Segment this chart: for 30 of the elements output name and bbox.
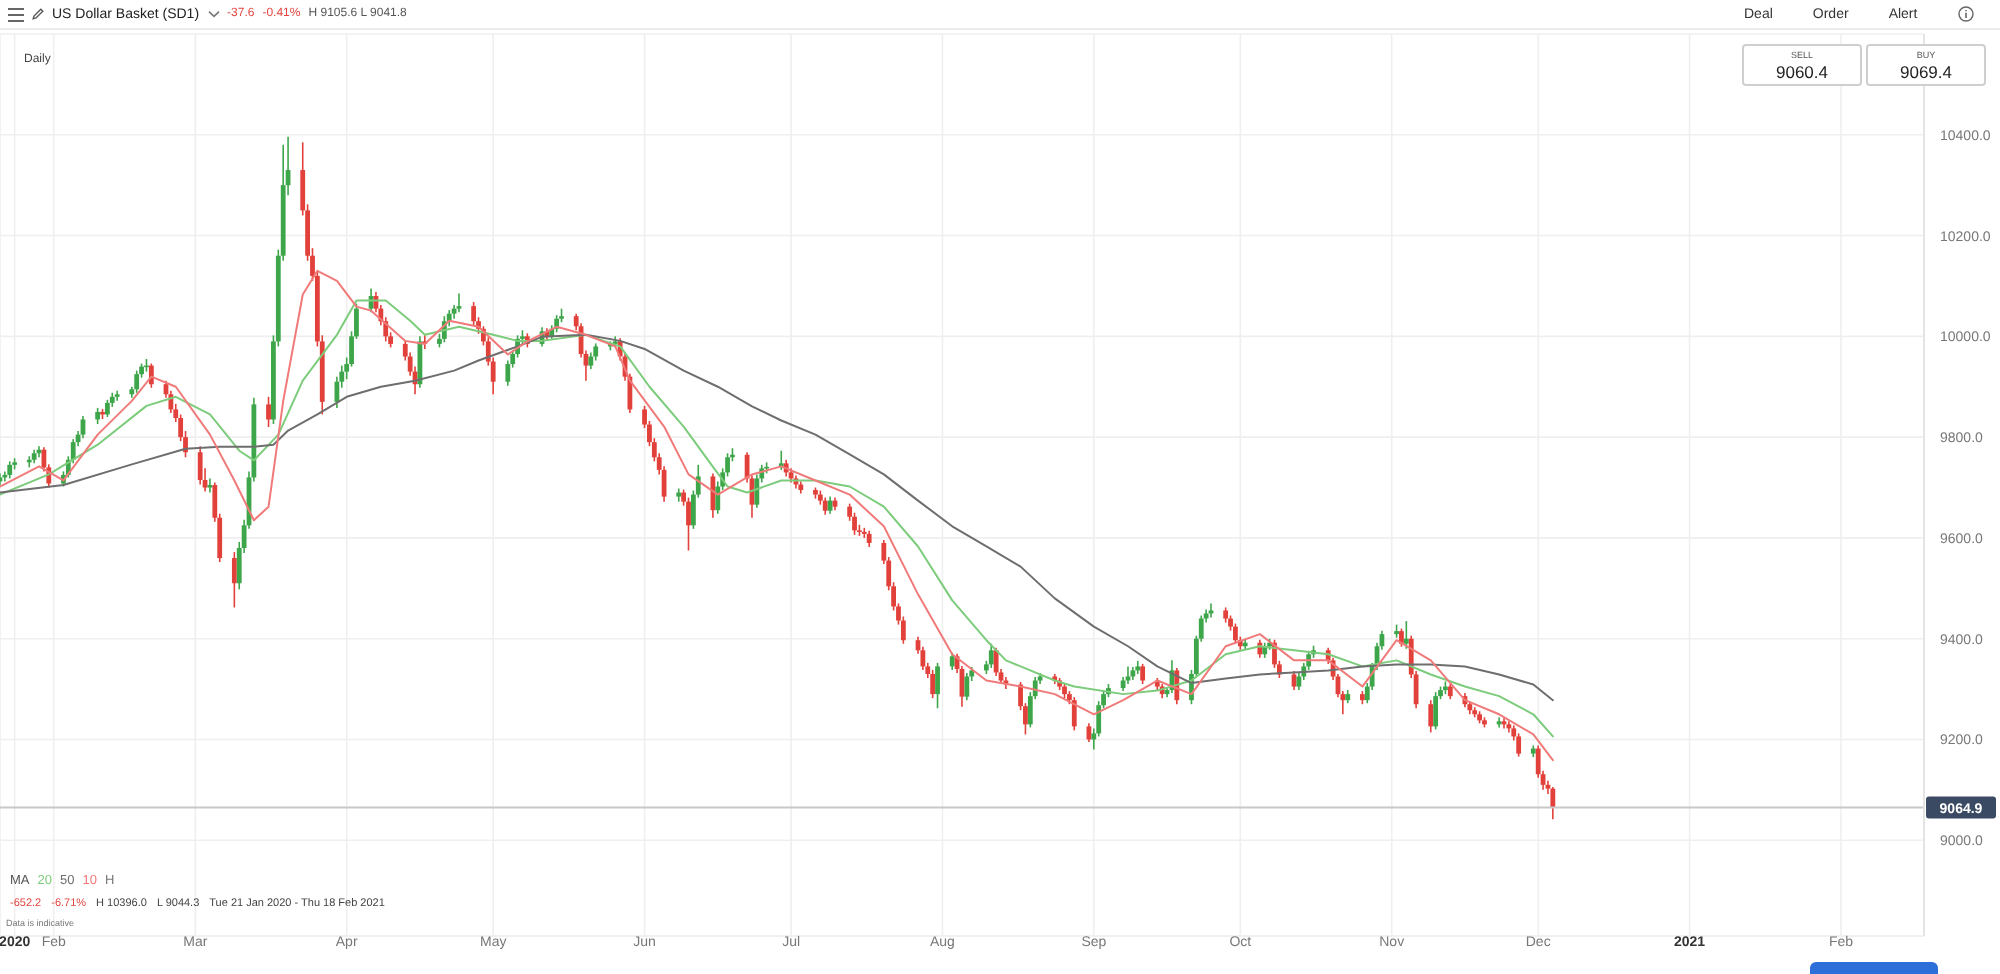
candlestick <box>930 669 936 699</box>
candlestick <box>920 645 926 671</box>
candlestick <box>456 292 462 313</box>
candlestick <box>1071 696 1077 732</box>
candlestick <box>1433 691 1439 731</box>
candlestick <box>1125 665 1131 685</box>
candlestick <box>1140 663 1146 685</box>
candlestick <box>988 642 994 669</box>
candlestick <box>935 662 940 710</box>
candlestick <box>993 646 999 677</box>
candlestick <box>134 369 140 394</box>
candlestick <box>754 473 760 509</box>
candlestick <box>1399 627 1404 648</box>
candlestick <box>1516 732 1522 758</box>
candlestick <box>1233 622 1238 645</box>
candlestick <box>471 301 477 327</box>
candlestick <box>231 551 237 609</box>
candlestick <box>964 672 970 701</box>
annotation: 9060.4 <box>1776 61 1828 81</box>
candlestick <box>266 396 271 428</box>
candlestick <box>505 359 511 387</box>
candlestick <box>686 496 691 552</box>
candlestick <box>1550 786 1556 820</box>
candlestick <box>207 477 213 494</box>
candlestick <box>1403 620 1409 650</box>
annotation: 9069.4 <box>1900 61 1952 81</box>
candlestick <box>852 511 857 536</box>
candlestick <box>1428 699 1434 734</box>
candlestick <box>197 445 203 486</box>
candlestick <box>861 527 867 539</box>
